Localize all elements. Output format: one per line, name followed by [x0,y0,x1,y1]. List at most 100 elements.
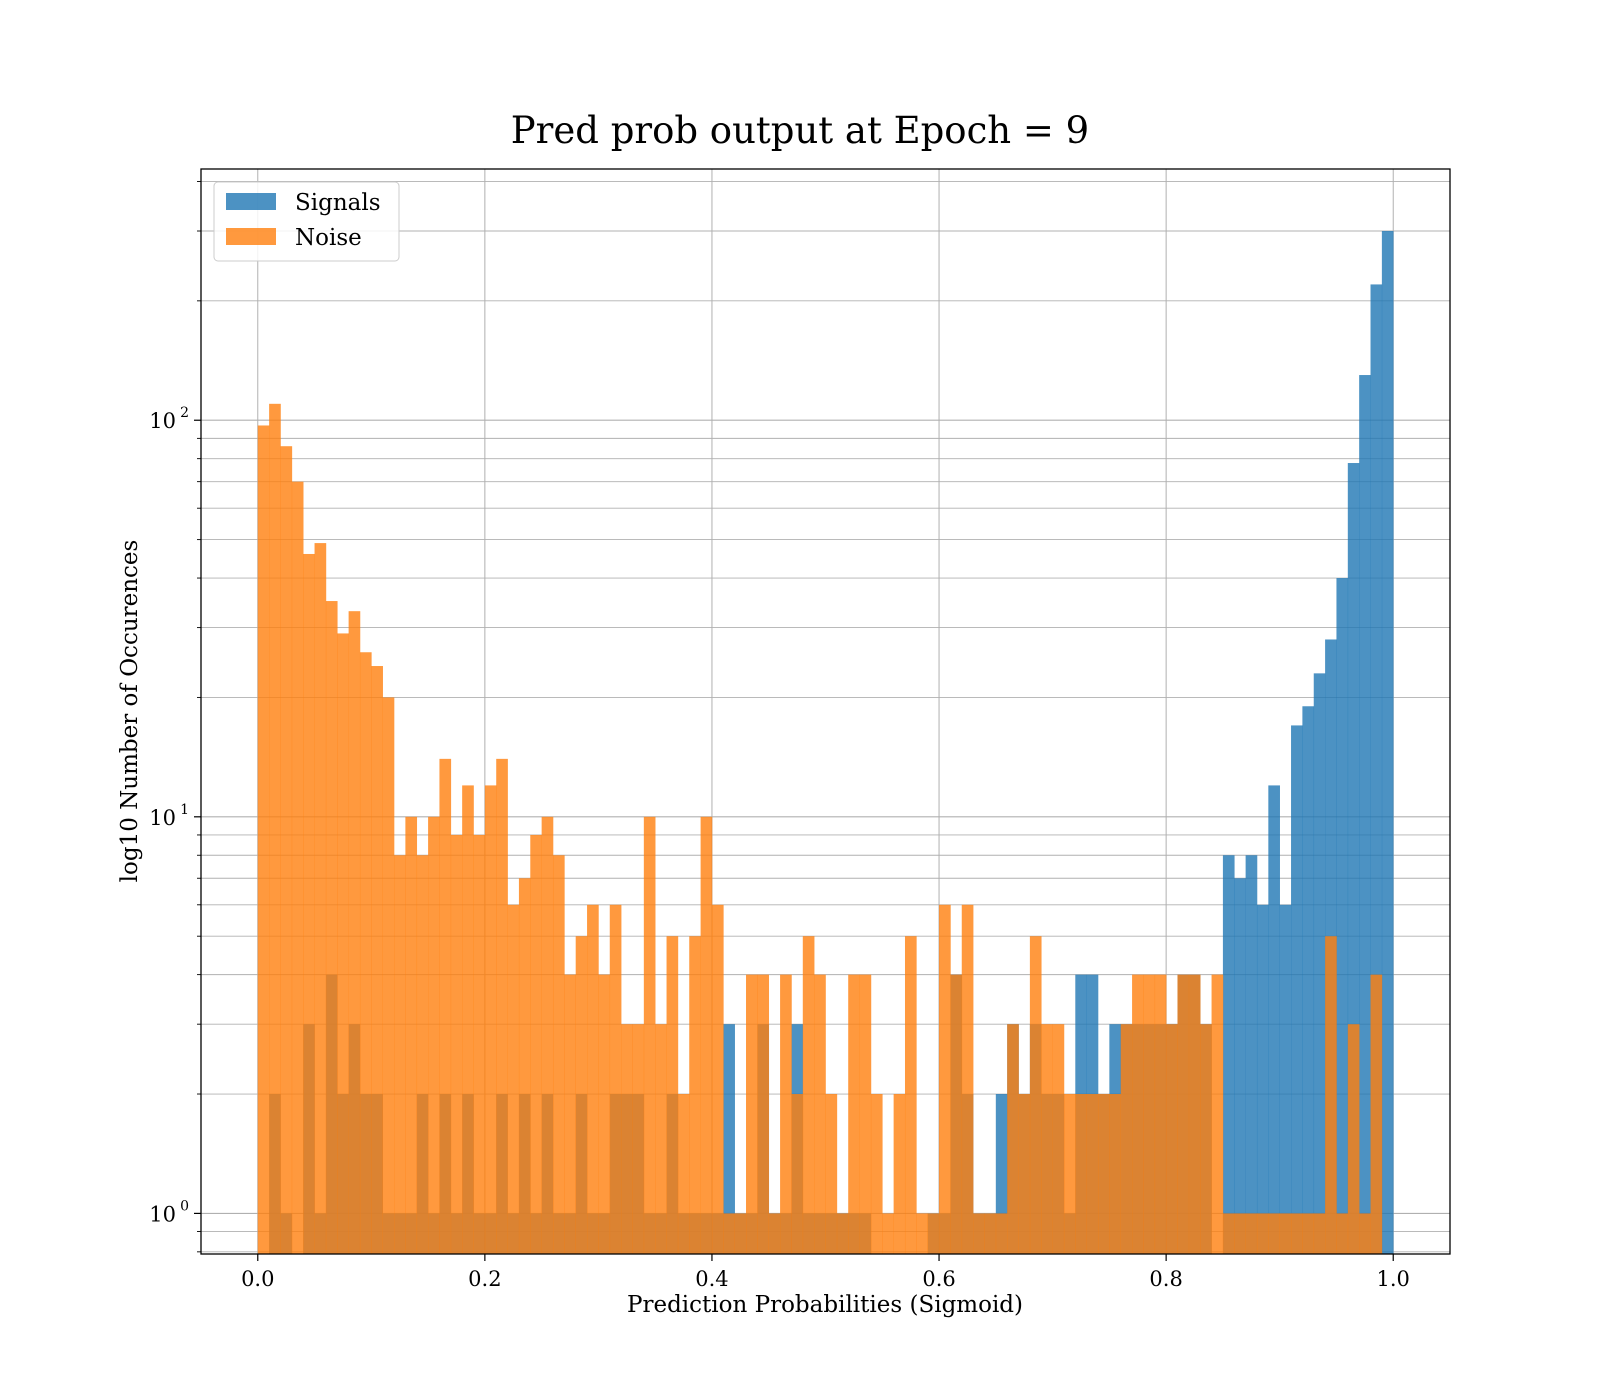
bar-noise-3 [291,481,304,1254]
bar-noise-93 [1313,1213,1326,1254]
bar-signals-90 [1279,904,1292,1254]
series-noise [257,403,1383,1255]
bar-noise-71 [1063,1094,1076,1254]
x-tick-label-3: 0.6 [922,1267,955,1291]
bar-noise-88 [1256,1213,1269,1254]
bar-noise-33 [632,1024,645,1254]
bar-noise-75 [1109,1094,1122,1254]
bar-noise-6 [325,601,338,1254]
x-axis-label: Prediction Probabilities (Sigmoid) [627,1292,1023,1318]
bar-signals-85 [1222,855,1235,1254]
bar-noise-84 [1211,974,1224,1254]
bar-noise-66 [1007,1024,1019,1254]
bar-noise-83 [1200,1024,1212,1254]
bar-signals-99 [1381,231,1394,1254]
bar-noise-51 [836,1213,849,1254]
bar-noise-44 [757,974,770,1254]
x-tick-label-4: 0.8 [1149,1267,1182,1291]
bar-noise-77 [1132,974,1144,1254]
bar-noise-30 [598,974,611,1254]
bar-signals-96 [1347,463,1360,1254]
bar-noise-69 [1041,1024,1053,1254]
bar-noise-24 [530,834,542,1254]
bar-noise-94 [1325,936,1337,1254]
bar-noise-96 [1347,1024,1360,1254]
bar-noise-29 [587,904,599,1254]
bar-signals-98 [1370,284,1383,1255]
bar-noise-47 [791,1094,804,1254]
bar-signals-93 [1313,673,1326,1254]
bar-noise-13 [405,816,418,1254]
bar-noise-58 [916,1213,928,1254]
y-axis-label: log10 Number of Occurences [117,540,143,883]
bar-signals-87 [1245,855,1258,1254]
legend-swatch-signals [226,193,276,210]
bar-noise-72 [1075,1094,1087,1254]
bar-noise-17 [450,834,463,1254]
bar-noise-48 [802,936,815,1254]
y-tick-exponent-1: 1 [180,802,189,818]
bar-noise-15 [428,816,440,1254]
bar-signals-89 [1268,785,1280,1254]
bar-noise-34 [643,816,656,1254]
bar-noise-39 [700,816,713,1254]
bar-noise-25 [541,816,554,1254]
bar-noise-46 [780,974,792,1254]
bar-signals-65 [995,1094,1008,1254]
bar-noise-7 [337,633,349,1254]
bar-noise-61 [950,974,963,1254]
bar-noise-36 [666,936,679,1254]
bar-noise-35 [655,1024,667,1254]
x-tick-label-2: 0.4 [695,1267,728,1291]
bar-noise-12 [394,855,406,1254]
bar-signals-95 [1336,578,1349,1254]
bar-noise-28 [575,936,588,1254]
bar-noise-41 [723,1213,735,1254]
bar-noise-56 [893,1094,906,1254]
bar-noise-18 [462,785,474,1254]
bar-noise-32 [621,1024,633,1254]
bar-noise-65 [995,1213,1008,1254]
bar-noise-45 [768,1213,781,1254]
bar-noise-49 [814,974,826,1254]
legend-label-noise: Noise [295,225,362,251]
bar-noise-98 [1370,974,1383,1254]
bar-noise-76 [1120,1024,1133,1254]
bar-noise-92 [1302,1213,1315,1254]
bar-noise-53 [859,974,872,1254]
bar-noise-14 [416,855,429,1254]
bar-signals-41 [723,1024,735,1254]
chart-title: Pred prob output at Epoch = 9 [511,109,1089,152]
bar-noise-70 [1052,1024,1065,1254]
bar-noise-37 [677,1094,690,1254]
x-tick-label-5: 1.0 [1377,1267,1410,1291]
bar-noise-52 [848,974,860,1254]
bar-noise-64 [984,1213,997,1254]
bar-noise-0 [257,425,270,1255]
bar-noise-23 [518,878,531,1254]
bar-noise-43 [746,974,758,1254]
legend-label-signals: Signals [295,190,381,216]
bar-noise-54 [870,1094,883,1254]
bar-noise-42 [734,1213,747,1254]
bar-signals-88 [1256,904,1269,1254]
bar-noise-74 [1098,1094,1110,1254]
x-axis-ticks: 0.0 0.2 0.4 0.6 0.8 1.0 [241,1254,1410,1291]
bar-noise-57 [904,936,917,1254]
bar-noise-91 [1291,1213,1303,1254]
bar-noise-78 [1143,974,1156,1254]
bar-noise-81 [1177,974,1190,1254]
x-tick-label-1: 0.2 [468,1267,501,1291]
bar-noise-62 [961,904,974,1254]
legend-swatch-noise [226,228,276,245]
bar-noise-55 [882,1213,894,1254]
bar-noise-73 [1086,1094,1099,1254]
legend: Signals Noise [213,181,400,262]
bar-noise-89 [1268,1213,1280,1254]
bar-noise-79 [1154,974,1167,1254]
bar-noise-80 [1166,1024,1178,1254]
y-tick-exponent-2: 2 [180,405,189,421]
bar-noise-97 [1359,1213,1371,1254]
